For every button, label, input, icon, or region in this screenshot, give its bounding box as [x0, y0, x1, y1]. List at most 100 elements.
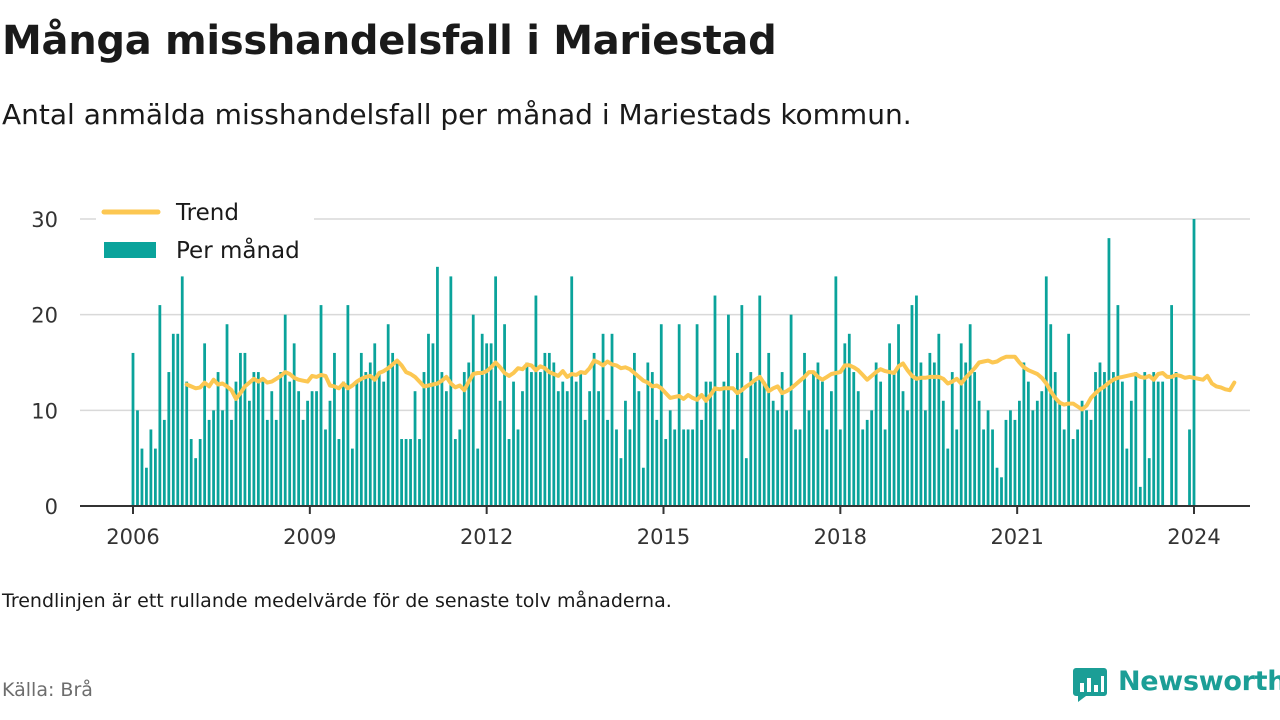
bar	[888, 343, 891, 506]
bar	[856, 391, 860, 506]
bar	[180, 276, 184, 506]
bar	[915, 295, 918, 506]
bar	[574, 381, 578, 506]
bar	[650, 372, 654, 506]
bar	[1058, 400, 1062, 506]
brand-name: Newsworthy	[1118, 666, 1280, 697]
bar	[373, 343, 377, 506]
bar	[1125, 448, 1129, 506]
x-tick-label: 2009	[283, 525, 336, 549]
bar	[664, 439, 668, 506]
bar	[1120, 381, 1124, 506]
bar	[624, 400, 627, 506]
bar	[727, 314, 730, 506]
bar	[771, 400, 775, 506]
bar	[230, 419, 233, 506]
bar	[937, 333, 941, 506]
bar	[516, 429, 520, 506]
bar	[744, 458, 748, 506]
bar	[1116, 305, 1120, 506]
bar	[306, 400, 309, 506]
bar	[588, 391, 592, 506]
bar	[901, 391, 905, 506]
bar	[874, 362, 878, 506]
bar	[704, 381, 708, 506]
bar	[794, 429, 797, 506]
bar	[256, 372, 260, 506]
bar	[682, 429, 686, 506]
bar	[816, 362, 820, 506]
bar	[395, 362, 399, 506]
bar	[691, 429, 694, 506]
bar	[409, 439, 412, 506]
bar	[252, 372, 256, 506]
bar	[955, 429, 959, 506]
bar	[400, 439, 403, 506]
bar	[1156, 381, 1160, 506]
bar	[436, 266, 439, 506]
bar	[870, 410, 874, 506]
bar	[883, 429, 887, 506]
bar	[932, 362, 936, 506]
bar	[342, 381, 345, 506]
x-tick-label: 2006	[106, 525, 159, 549]
bar	[525, 362, 529, 506]
bar	[552, 362, 556, 506]
bar	[319, 305, 323, 506]
bar	[928, 352, 932, 506]
bar	[292, 343, 296, 506]
bar	[1076, 429, 1079, 506]
bar	[1071, 439, 1075, 506]
bar	[812, 372, 815, 506]
bar	[995, 467, 999, 506]
x-tick-label: 2021	[990, 525, 1043, 549]
bar	[749, 372, 753, 506]
bar	[637, 391, 641, 506]
bar	[413, 391, 417, 506]
bar	[185, 381, 189, 506]
bar	[530, 372, 533, 506]
bar	[1103, 372, 1106, 506]
bar	[485, 343, 489, 506]
bar	[489, 343, 493, 506]
chart: 0 10 20 30 2006 2009 2012 2015 2018 2021 2024 Tren…	[31, 200, 1250, 549]
bar	[1129, 400, 1133, 506]
x-tick-label: 2018	[814, 525, 867, 549]
chart-title: Många misshandelsfall i Mariestad	[2, 18, 777, 64]
bar	[583, 419, 587, 506]
bar	[288, 381, 292, 506]
bar	[659, 324, 663, 506]
bar	[753, 381, 757, 506]
bar	[758, 295, 762, 506]
legend: Trend Per månad	[96, 200, 314, 272]
bar	[1161, 381, 1165, 506]
bar	[507, 439, 511, 506]
x-tick-label: 2015	[637, 525, 690, 549]
bar	[453, 439, 457, 506]
bar	[1152, 372, 1156, 506]
bar	[713, 295, 717, 506]
bar	[418, 439, 421, 506]
bar	[1080, 400, 1084, 506]
y-tick-label: 0	[45, 495, 58, 519]
bar	[847, 333, 851, 506]
bar	[167, 372, 171, 506]
bar	[910, 305, 914, 506]
bar	[695, 324, 699, 506]
bar	[203, 343, 207, 506]
bar	[355, 381, 359, 506]
trend-layer	[184, 354, 1237, 412]
bar	[1009, 410, 1012, 506]
bar	[1049, 324, 1053, 506]
bar	[798, 429, 802, 506]
legend-bar-swatch	[104, 242, 156, 258]
bar	[1053, 372, 1057, 506]
bar	[968, 324, 972, 506]
bars	[131, 219, 1196, 506]
bar	[946, 448, 950, 506]
bar	[239, 352, 242, 506]
bar	[861, 429, 865, 506]
bar	[265, 419, 269, 506]
bar	[521, 391, 524, 506]
bar	[283, 314, 287, 506]
